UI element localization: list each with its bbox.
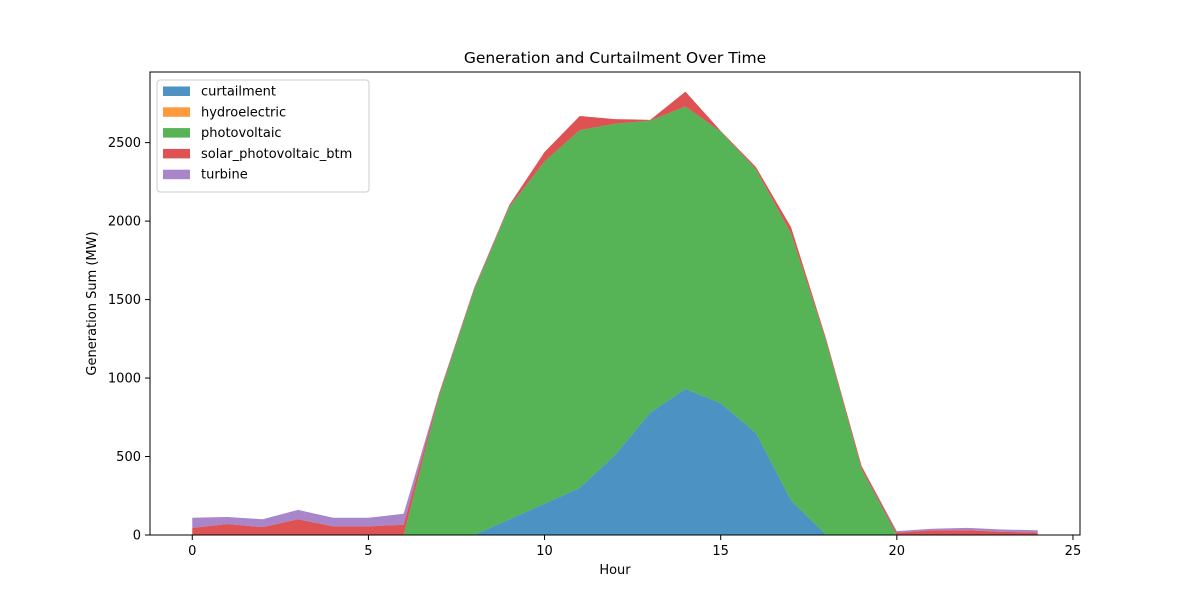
x-tick-label: 15 — [712, 544, 729, 559]
y-tick-label: 1500 — [108, 293, 141, 308]
y-tick-label: 1000 — [108, 372, 141, 387]
legend-label-turbine: turbine — [201, 168, 248, 183]
x-tick-label: 10 — [536, 544, 553, 559]
legend-swatch-hydroelectric — [163, 107, 190, 117]
y-axis-title: Generation Sum (MW) — [85, 231, 100, 375]
y-tick-label: 0 — [133, 529, 141, 544]
y-tick-label: 2000 — [108, 215, 141, 230]
plot-frame — [149, 71, 1081, 536]
y-tick-label: 2500 — [108, 136, 141, 151]
area-photovoltaic — [192, 106, 1038, 536]
legend-label-photovoltaic: photovoltaic — [201, 126, 282, 141]
legend-label-solar_photovoltaic_btm: solar_photovoltaic_btm — [201, 147, 352, 162]
y-tick-label: 500 — [116, 450, 141, 465]
x-axis-ticks: 0 5 10 15 20 25 — [188, 535, 1081, 559]
x-axis-title: Hour — [599, 563, 631, 578]
area-curtailment — [192, 389, 1038, 535]
legend-swatch-turbine — [163, 169, 190, 180]
x-tick-label: 0 — [188, 544, 196, 559]
legend-label-curtailment: curtailment — [201, 85, 276, 100]
area-layers — [192, 91, 1038, 536]
x-tick-label: 20 — [889, 544, 906, 559]
x-tick-label: 25 — [1065, 544, 1082, 559]
chart-title: Generation and Curtailment Over Time — [464, 49, 766, 67]
legend-swatch-curtailment — [163, 86, 190, 96]
legend-swatch-photovoltaic — [163, 128, 190, 138]
legend-box — [156, 79, 370, 193]
y-axis-ticks: 0 500 1000 1500 2000 2500 — [108, 136, 150, 544]
legend-swatch-solar_photovoltaic_btm — [163, 148, 190, 159]
legend-label-hydroelectric: hydroelectric — [201, 105, 286, 120]
legend: curtailment hydroelectric photovoltaic sola… — [156, 79, 370, 193]
x-tick-label: 5 — [364, 544, 372, 559]
